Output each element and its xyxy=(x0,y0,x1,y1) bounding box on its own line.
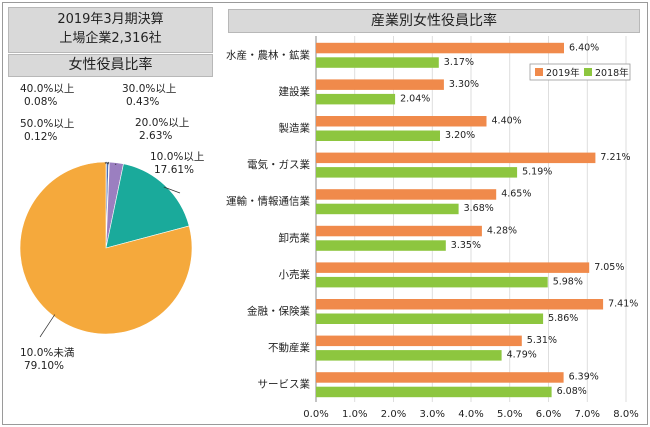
data-label-2019-8: 5.31% xyxy=(527,335,557,346)
title-line-2: 上場企業2,316社 xyxy=(59,31,162,46)
pie-label-1: 10.0%以上 xyxy=(150,151,204,163)
bar-2018-8 xyxy=(316,350,502,361)
x-tick-label-8: 8.0% xyxy=(613,409,638,420)
legend-label-0: 2019年 xyxy=(546,67,580,79)
pie-label-0: 10.0%未満 xyxy=(20,347,75,359)
category-label-8: 不動産業 xyxy=(268,341,310,354)
category-label-0: 水産・農林・鉱業 xyxy=(226,48,310,61)
bar-2018-9 xyxy=(316,386,552,398)
bar-2018-6 xyxy=(316,276,548,288)
pie-value-5: 0.12% xyxy=(24,131,57,143)
category-label-1: 建設業 xyxy=(279,85,311,98)
pie-leader-4 xyxy=(104,161,107,165)
bar-2018-3 xyxy=(316,167,518,178)
bar-2019-0 xyxy=(316,42,564,54)
pie-slice-1 xyxy=(105,163,190,249)
x-tick-label-2: 2.0% xyxy=(381,409,406,420)
title-line-1: 2019年3月期決算 xyxy=(57,12,164,27)
category-label-6: 小売業 xyxy=(279,268,311,281)
data-label-2018-1: 2.04% xyxy=(400,93,430,104)
bar-2019-9 xyxy=(316,372,564,383)
bar-2018-4 xyxy=(316,203,459,215)
bar-chart-title: 産業別女性役員比率 xyxy=(228,9,640,33)
data-label-2018-3: 5.19% xyxy=(522,167,552,178)
bar-2019-5 xyxy=(316,225,482,237)
bar-2019-4 xyxy=(316,189,497,200)
pie-value-1: 17.61% xyxy=(154,164,194,176)
data-label-2019-6: 7.05% xyxy=(594,262,624,273)
pie-value-4: 0.08% xyxy=(24,96,57,108)
x-tick-label-3: 3.0% xyxy=(420,409,445,420)
left-panel-title: 2019年3月期決算 上場企業2,316社 xyxy=(8,7,213,53)
pie-leader-5 xyxy=(105,161,110,165)
data-label-2019-5: 4.28% xyxy=(487,225,517,236)
data-label-2019-1: 3.30% xyxy=(449,79,479,90)
x-tick-label-5: 5.0% xyxy=(497,409,522,420)
data-label-2018-4: 3.68% xyxy=(464,203,494,214)
data-label-2019-0: 6.40% xyxy=(569,42,599,53)
pie-value-2: 2.63% xyxy=(139,130,172,142)
data-label-2019-7: 7.41% xyxy=(608,299,638,310)
pie-leader-0 xyxy=(39,314,56,338)
category-label-5: 卸売業 xyxy=(279,231,311,244)
legend-label-1: 2018年 xyxy=(595,67,629,79)
bar-2019-2 xyxy=(316,116,487,127)
x-tick-label-4: 4.0% xyxy=(458,409,483,420)
legend-box xyxy=(529,63,631,81)
pie-leader-1 xyxy=(163,186,181,194)
bar-2019-8 xyxy=(316,335,522,347)
data-label-2018-9: 6.08% xyxy=(557,386,587,397)
category-label-9: サービス業 xyxy=(258,378,311,391)
pie-label-3: 30.0%以上 xyxy=(122,83,176,95)
data-label-2018-8: 4.79% xyxy=(507,350,537,361)
data-label-2018-7: 5.86% xyxy=(548,313,578,324)
legend-swatch-1 xyxy=(584,68,592,76)
category-label-3: 電気・ガス業 xyxy=(247,158,310,171)
x-tick-label-7: 7.0% xyxy=(575,409,600,420)
data-label-2019-3: 7.21% xyxy=(600,152,630,163)
pie-label-4: 40.0%以上 xyxy=(20,83,74,95)
bar-2018-7 xyxy=(316,313,544,324)
pie-chart-title: 女性役員比率 xyxy=(8,54,213,77)
bar-2019-6 xyxy=(316,262,590,273)
data-label-2019-4: 4.65% xyxy=(501,189,531,200)
x-tick-label-1: 1.0% xyxy=(342,409,367,420)
pie-value-0: 79.10% xyxy=(24,360,64,372)
bar-2019-1 xyxy=(316,79,444,90)
bar-2018-2 xyxy=(316,130,440,141)
bar-2019-3 xyxy=(316,152,596,164)
data-label-2018-2: 3.20% xyxy=(445,130,475,141)
category-label-2: 製造業 xyxy=(279,122,311,135)
data-label-2019-2: 4.40% xyxy=(492,116,522,127)
bar-2018-1 xyxy=(316,93,396,105)
data-label-2019-9: 6.39% xyxy=(569,372,599,383)
legend-swatch-0 xyxy=(535,68,543,76)
bar-2018-5 xyxy=(316,240,446,251)
x-tick-label-6: 6.0% xyxy=(536,409,561,420)
pie-label-2: 20.0%以上 xyxy=(135,117,189,129)
bar-2019-7 xyxy=(316,299,604,310)
data-label-2018-6: 5.98% xyxy=(553,276,583,287)
pie-leader-2 xyxy=(114,163,117,165)
x-tick-label-0: 0.0% xyxy=(303,409,328,420)
data-label-2018-0: 3.17% xyxy=(444,57,474,68)
category-label-7: 金融・保険業 xyxy=(247,305,310,318)
category-label-4: 運輸・情報通信業 xyxy=(226,195,310,208)
bar-2018-0 xyxy=(316,57,439,68)
data-label-2018-5: 3.35% xyxy=(451,240,481,251)
pie-label-5: 50.0%以上 xyxy=(20,118,74,130)
pie-value-3: 0.43% xyxy=(126,96,159,108)
